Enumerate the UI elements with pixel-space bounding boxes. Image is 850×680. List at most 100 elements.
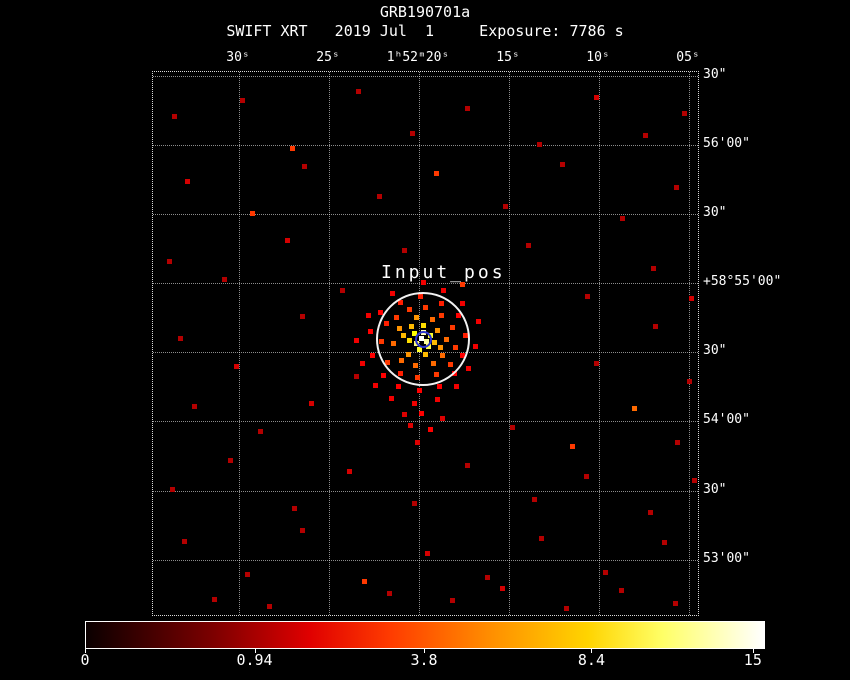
photon-pixel — [643, 133, 648, 138]
photon-pixel — [653, 324, 658, 329]
sky-image: Input_pos — [152, 71, 699, 616]
dec-tick-label-2: 30" — [703, 205, 727, 220]
photon-pixel — [466, 366, 471, 371]
photon-pixel — [485, 575, 490, 580]
photon-pixel — [434, 171, 439, 176]
photon-pixel — [651, 266, 656, 271]
photon-pixel — [454, 384, 459, 389]
photon-pixel — [584, 474, 589, 479]
photon-pixel — [389, 396, 394, 401]
photon-pixel — [228, 458, 233, 463]
photon-pixel — [476, 319, 481, 324]
photon-pixel — [412, 401, 417, 406]
photon-pixel — [402, 412, 407, 417]
gridline-h — [153, 421, 698, 422]
colorbar-tick-label-0: 0 — [80, 651, 90, 669]
ra-tick-label-4: 10ˢ — [586, 50, 610, 65]
dec-tick-label-5: 54'00" — [703, 412, 750, 427]
photon-pixel — [503, 204, 508, 209]
photon-pixel — [564, 606, 569, 611]
photon-pixel — [368, 329, 373, 334]
photon-pixel — [240, 98, 245, 103]
dec-tick-label-4: 30" — [703, 343, 727, 358]
photon-pixel — [687, 379, 692, 384]
colorbar-tick — [424, 648, 425, 653]
photon-pixel — [396, 384, 401, 389]
photon-pixel — [662, 540, 667, 545]
photon-pixel — [354, 374, 359, 379]
photon-pixel — [222, 277, 227, 282]
ra-tick-label-2: 1ʰ52ᵐ20ˢ — [386, 50, 450, 65]
photon-pixel — [402, 248, 407, 253]
photon-pixel — [373, 383, 378, 388]
ra-tick-label-3: 15ˢ — [496, 50, 520, 65]
photon-pixel — [167, 259, 172, 264]
photon-pixel — [510, 425, 515, 430]
photon-pixel — [360, 361, 365, 366]
photon-pixel — [387, 591, 392, 596]
photon-pixel — [473, 344, 478, 349]
photon-pixel — [309, 401, 314, 406]
gridline-v — [329, 72, 330, 615]
photon-pixel — [258, 429, 263, 434]
photon-pixel — [450, 598, 455, 603]
photon-pixel — [532, 497, 537, 502]
photon-pixel — [560, 162, 565, 167]
photon-pixel — [390, 291, 395, 296]
source-region-label: Input_pos — [381, 262, 506, 283]
photon-pixel — [500, 586, 505, 591]
photon-pixel — [437, 384, 442, 389]
gridline-h — [153, 491, 698, 492]
photon-pixel — [234, 364, 239, 369]
source-region-circle — [376, 292, 470, 386]
colorbar-tick — [254, 648, 256, 653]
photon-pixel — [285, 238, 290, 243]
photon-pixel — [370, 353, 375, 358]
dec-tick-label-0: 30" — [703, 67, 727, 82]
photon-pixel — [340, 288, 345, 293]
photon-pixel — [362, 579, 367, 584]
gridline-v — [689, 72, 690, 615]
photon-pixel — [440, 416, 445, 421]
photon-pixel — [465, 463, 470, 468]
page-title: GRB190701a — [379, 3, 471, 21]
photon-pixel — [290, 146, 295, 151]
photon-pixel — [292, 506, 297, 511]
photon-pixel — [648, 510, 653, 515]
ra-tick-label-0: 30ˢ — [226, 50, 250, 65]
gridline-h — [153, 145, 698, 146]
photon-pixel — [245, 572, 250, 577]
photon-pixel — [585, 294, 590, 299]
dec-tick-label-1: 56'00" — [703, 136, 750, 151]
photon-pixel — [689, 296, 694, 301]
photon-pixel — [412, 501, 417, 506]
photon-pixel — [302, 164, 307, 169]
photon-pixel — [300, 314, 305, 319]
gridline-h — [153, 76, 698, 77]
ra-tick-label-5: 05ˢ — [676, 50, 700, 65]
photon-pixel — [619, 588, 624, 593]
ra-tick-label-1: 25ˢ — [316, 50, 340, 65]
photon-pixel — [192, 404, 197, 409]
photon-pixel — [620, 216, 625, 221]
photon-pixel — [212, 597, 217, 602]
photon-pixel — [421, 280, 426, 285]
gridline-h — [153, 214, 698, 215]
dec-tick-label-3: +58°55'00" — [703, 274, 782, 289]
photon-pixel — [410, 131, 415, 136]
colorbar-tick-label-2: 3.8 — [410, 651, 438, 669]
photon-pixel — [428, 427, 433, 432]
colorbar-tick — [752, 648, 754, 653]
gridline-h — [153, 560, 698, 561]
photon-pixel — [594, 95, 599, 100]
input-position-marker — [415, 331, 432, 348]
photon-pixel — [185, 179, 190, 184]
photon-pixel — [172, 114, 177, 119]
photon-pixel — [537, 142, 542, 147]
photon-pixel — [675, 440, 680, 445]
photon-pixel — [178, 336, 183, 341]
colorbar-tick-label-3: 8.4 — [577, 651, 605, 669]
photon-pixel — [354, 338, 359, 343]
gridline-v — [239, 72, 240, 615]
